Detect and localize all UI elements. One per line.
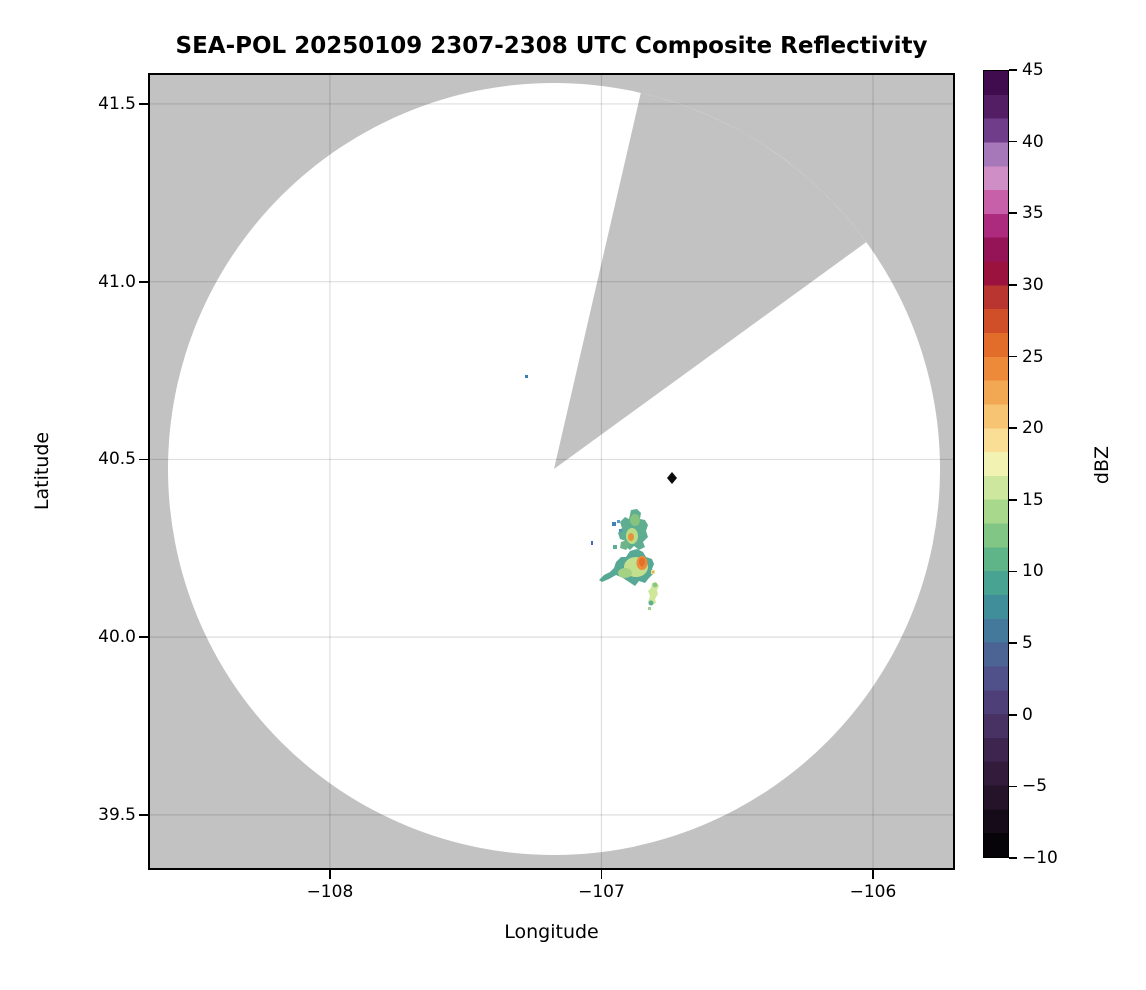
plot-border	[148, 73, 955, 870]
y-tick-mark	[139, 813, 148, 816]
echo-speck	[612, 522, 616, 526]
colorbar-tick-label: −5	[1022, 776, 1048, 797]
x-tick-mark	[329, 870, 331, 879]
colorbar-label: dBZ	[1091, 445, 1113, 485]
x-tick-mark	[872, 870, 874, 879]
echo-wisp	[613, 545, 617, 549]
colorbar-tick-mark	[1009, 69, 1017, 71]
plot-title: SEA-POL 20250109 2307-2308 UTC Composite…	[175, 33, 928, 59]
y-tick-label: 41.0	[98, 271, 136, 292]
colorbar-tick-mark	[1009, 713, 1017, 716]
colorbar-tick-label: 40	[1022, 131, 1044, 152]
blocked-sector-wedge	[554, 92, 867, 470]
colorbar-tick-label: 15	[1022, 489, 1044, 510]
x-tick-label: −108	[306, 882, 354, 902]
echo-speck	[617, 520, 620, 523]
colorbar-tick-mark	[1009, 212, 1017, 215]
colorbar-tick-label: 0	[1022, 704, 1033, 725]
colorbar-tick-mark	[1009, 284, 1017, 286]
x-tick-mark	[600, 870, 603, 879]
y-tick-mark	[139, 458, 148, 461]
x-axis-label: Longitude	[504, 921, 599, 943]
y-tick-label: 39.5	[98, 804, 136, 825]
colorbar-tick-mark	[1009, 140, 1017, 143]
colorbar-tick-mark	[1009, 642, 1017, 644]
y-tick-label: 40.5	[98, 449, 136, 470]
echo-speck	[652, 571, 654, 573]
echo-speck	[591, 541, 593, 545]
x-tick-label: −106	[849, 882, 897, 902]
x-tick-label: −107	[578, 882, 625, 902]
y-axis-label: Latitude	[31, 431, 53, 511]
echo-lower-cell	[648, 600, 654, 606]
echo-speck	[619, 529, 622, 532]
colorbar-tick-mark	[1009, 427, 1017, 429]
y-tick-mark	[139, 636, 148, 639]
echo-wisp	[620, 540, 630, 550]
colorbar-tick-label: 20	[1022, 418, 1044, 439]
colorbar-tick-label: 25	[1022, 346, 1044, 367]
colorbar-tick-label: 30	[1022, 274, 1044, 295]
echo-main-cell	[618, 568, 632, 578]
echo-upper-core	[628, 533, 634, 541]
colorbar-tick-label: 5	[1022, 633, 1033, 654]
radar-plot-area	[148, 73, 955, 870]
echo-lower-cell	[652, 582, 658, 588]
colorbar-tick-mark	[1009, 785, 1017, 788]
y-tick-mark	[139, 103, 148, 105]
echo-main-core	[639, 557, 645, 567]
colorbar	[983, 70, 1009, 858]
echo-speck	[648, 607, 651, 610]
y-tick-label: 41.5	[98, 93, 136, 114]
y-tick-mark	[139, 280, 148, 283]
site-marker-diamond	[667, 472, 677, 484]
colorbar-tick-label: −10	[1022, 848, 1058, 868]
y-tick-label: 40.0	[98, 627, 136, 648]
echo-lower-cell	[648, 582, 659, 605]
colorbar-tick-mark	[1009, 499, 1017, 501]
colorbar-tick-label: 45	[1022, 60, 1044, 80]
echo-speck	[525, 375, 528, 378]
echo-upper-cell	[630, 514, 640, 526]
colorbar-tick-mark	[1009, 570, 1017, 573]
colorbar-tick-label: 35	[1022, 203, 1044, 224]
colorbar-tick-label: 10	[1022, 561, 1044, 582]
colorbar-tick-mark	[1009, 355, 1017, 358]
colorbar-tick-mark	[1009, 857, 1017, 859]
